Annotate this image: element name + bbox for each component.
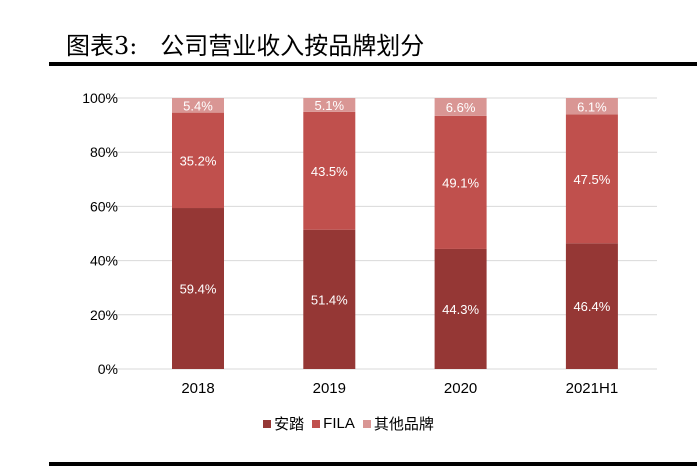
legend-label: FILA (323, 415, 355, 432)
y-tick-label: 80% (90, 144, 118, 160)
figure-title: 图表3: 公司营业收入按品牌划分 (66, 32, 425, 60)
data-label: 51.4% (311, 292, 348, 307)
y-tick-label: 20% (90, 307, 118, 323)
legend-label: 其他品牌 (373, 416, 434, 433)
bar-segment (434, 98, 487, 116)
bar-segment (303, 98, 356, 112)
data-label: 46.4% (573, 299, 610, 314)
data-label: 6.6% (446, 100, 476, 115)
legend-item: 其他品牌 (362, 413, 434, 434)
y-tick-label: 0% (98, 361, 118, 377)
legend-item: FILA (312, 415, 355, 432)
data-label: 59.4% (180, 282, 217, 297)
data-label: 44.3% (442, 302, 479, 317)
bar-segment (565, 114, 618, 244)
bar-segment (434, 248, 487, 369)
bar-segment (565, 98, 618, 115)
y-tick-label: 40% (90, 253, 118, 269)
legend: 安踏 FILA 其他品牌 (0, 413, 697, 434)
x-tick-label: 2019 (313, 380, 346, 397)
data-label: 49.1% (442, 175, 479, 190)
x-tick-label: 2018 (181, 380, 214, 397)
x-tick-label: 2021H1 (566, 380, 619, 397)
data-label: 6.1% (577, 99, 607, 114)
data-label: 5.1% (314, 98, 344, 113)
bar-segment (303, 111, 356, 230)
data-label: 43.5% (311, 164, 348, 179)
bottom-rule (49, 462, 697, 466)
bar-segment (434, 115, 487, 249)
data-label: 5.4% (183, 98, 213, 113)
y-tick-label: 100% (82, 90, 118, 106)
y-tick-label: 60% (90, 198, 118, 214)
data-label: 47.5% (573, 172, 610, 187)
data-label: 35.2% (180, 153, 217, 168)
x-tick-label: 2020 (444, 380, 477, 397)
bar-segment (303, 229, 356, 369)
legend-swatch (263, 419, 272, 428)
bar-segment (565, 243, 618, 369)
legend-swatch (362, 419, 371, 428)
bar-segment (172, 112, 224, 209)
bar-segment (172, 98, 224, 113)
bar-segment (172, 208, 224, 369)
legend-swatch (312, 419, 321, 428)
legend-label: 安踏 (274, 416, 305, 433)
legend-item: 安踏 (263, 413, 304, 434)
top-rule (49, 62, 697, 66)
